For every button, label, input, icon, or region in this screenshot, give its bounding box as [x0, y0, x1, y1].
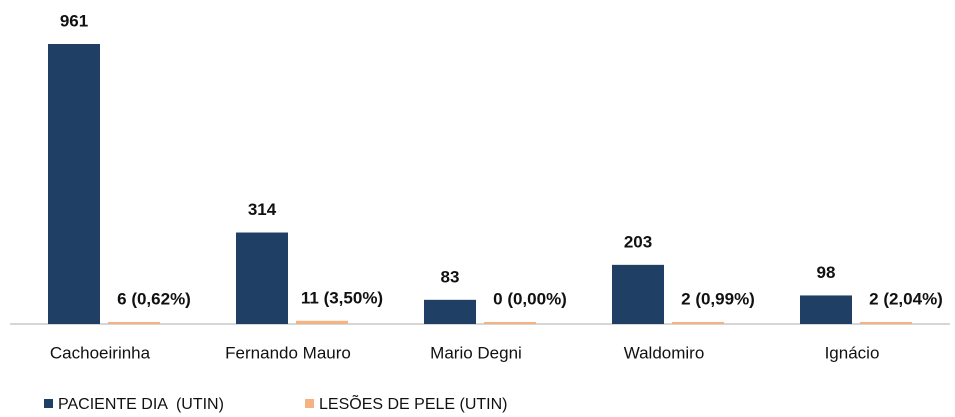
data-label: 11 (3,50%) [301, 288, 383, 307]
data-label: 98 [817, 263, 836, 282]
bar [860, 322, 912, 324]
bar [108, 322, 160, 324]
bar [296, 320, 348, 324]
bar [236, 232, 288, 324]
data-label: 83 [441, 267, 460, 286]
x-tick-label: Mario Degni [430, 343, 522, 362]
legend-label: LESÕES DE PELE (UTIN) [319, 393, 508, 413]
data-label: 203 [624, 232, 652, 251]
data-label: 0 (0,00%) [493, 289, 567, 308]
x-tick-label: Ignácio [825, 343, 880, 362]
bar [484, 322, 536, 324]
data-label: 314 [248, 200, 277, 219]
x-tick-label: Cachoeirinha [50, 343, 151, 362]
bar [424, 299, 476, 324]
bar [612, 264, 664, 324]
bar [800, 295, 852, 324]
legend-swatch [44, 399, 53, 408]
data-label: 2 (2,04%) [869, 289, 943, 308]
bar [672, 322, 724, 324]
x-tick-label: Waldomiro [624, 343, 705, 362]
data-label: 961 [60, 11, 88, 30]
data-label: 2 (0,99%) [681, 289, 755, 308]
x-tick-label: Fernando Mauro [225, 343, 351, 362]
legend-swatch [305, 399, 314, 408]
data-label: 6 (0,62%) [117, 289, 191, 308]
bar [48, 44, 100, 324]
legend-label: PACIENTE DIA (UTIN) [58, 396, 224, 413]
